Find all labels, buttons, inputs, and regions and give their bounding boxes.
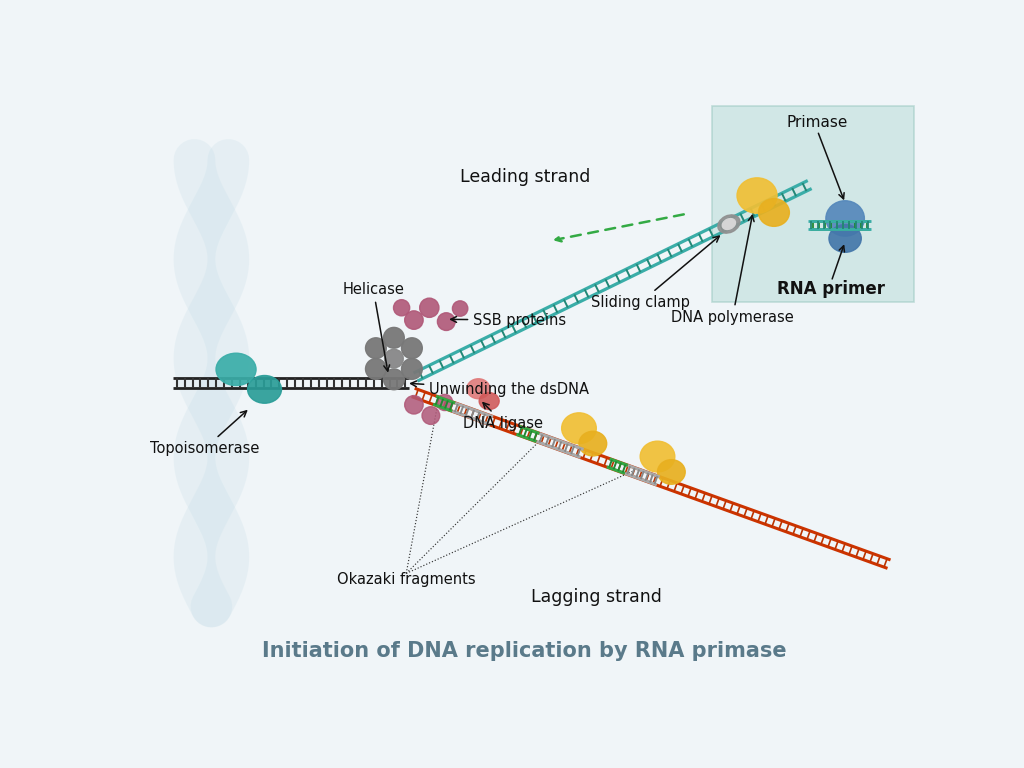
Circle shape xyxy=(453,301,468,316)
Text: Lagging strand: Lagging strand xyxy=(531,588,662,606)
Ellipse shape xyxy=(248,376,282,403)
Ellipse shape xyxy=(737,178,777,214)
Ellipse shape xyxy=(479,392,499,409)
Ellipse shape xyxy=(561,413,596,444)
Text: SSB proteins: SSB proteins xyxy=(451,313,566,328)
Text: Helicase: Helicase xyxy=(342,282,404,371)
Circle shape xyxy=(404,396,423,414)
Circle shape xyxy=(385,349,403,368)
Circle shape xyxy=(366,359,386,379)
Ellipse shape xyxy=(759,199,790,227)
Ellipse shape xyxy=(640,441,675,472)
Text: Primase: Primase xyxy=(786,115,848,131)
Circle shape xyxy=(422,407,439,425)
Text: RNA primer: RNA primer xyxy=(777,280,886,298)
Text: Initiation of DNA replication by RNA primase: Initiation of DNA replication by RNA pri… xyxy=(262,641,787,661)
Circle shape xyxy=(384,369,404,390)
Text: Okazaki fragments: Okazaki fragments xyxy=(337,572,475,587)
Circle shape xyxy=(401,338,422,359)
Circle shape xyxy=(436,395,453,411)
Text: Unwinding the dsDNA: Unwinding the dsDNA xyxy=(411,381,590,397)
Ellipse shape xyxy=(722,219,735,230)
Ellipse shape xyxy=(467,379,489,399)
Text: Topoisomerase: Topoisomerase xyxy=(150,411,259,456)
Circle shape xyxy=(393,300,410,316)
Circle shape xyxy=(401,359,422,379)
Ellipse shape xyxy=(216,353,256,386)
Text: DNA ligase: DNA ligase xyxy=(463,402,543,431)
Circle shape xyxy=(366,338,386,359)
Ellipse shape xyxy=(718,215,740,233)
Circle shape xyxy=(420,298,439,317)
Text: DNA polymerase: DNA polymerase xyxy=(671,215,794,326)
Ellipse shape xyxy=(657,459,685,485)
Text: Leading strand: Leading strand xyxy=(460,168,590,186)
Text: Sliding clamp: Sliding clamp xyxy=(591,236,719,310)
Ellipse shape xyxy=(826,200,864,236)
Circle shape xyxy=(404,311,423,329)
Ellipse shape xyxy=(829,224,861,253)
Circle shape xyxy=(384,327,404,348)
FancyBboxPatch shape xyxy=(712,106,913,303)
Circle shape xyxy=(437,313,455,330)
Ellipse shape xyxy=(579,432,606,456)
